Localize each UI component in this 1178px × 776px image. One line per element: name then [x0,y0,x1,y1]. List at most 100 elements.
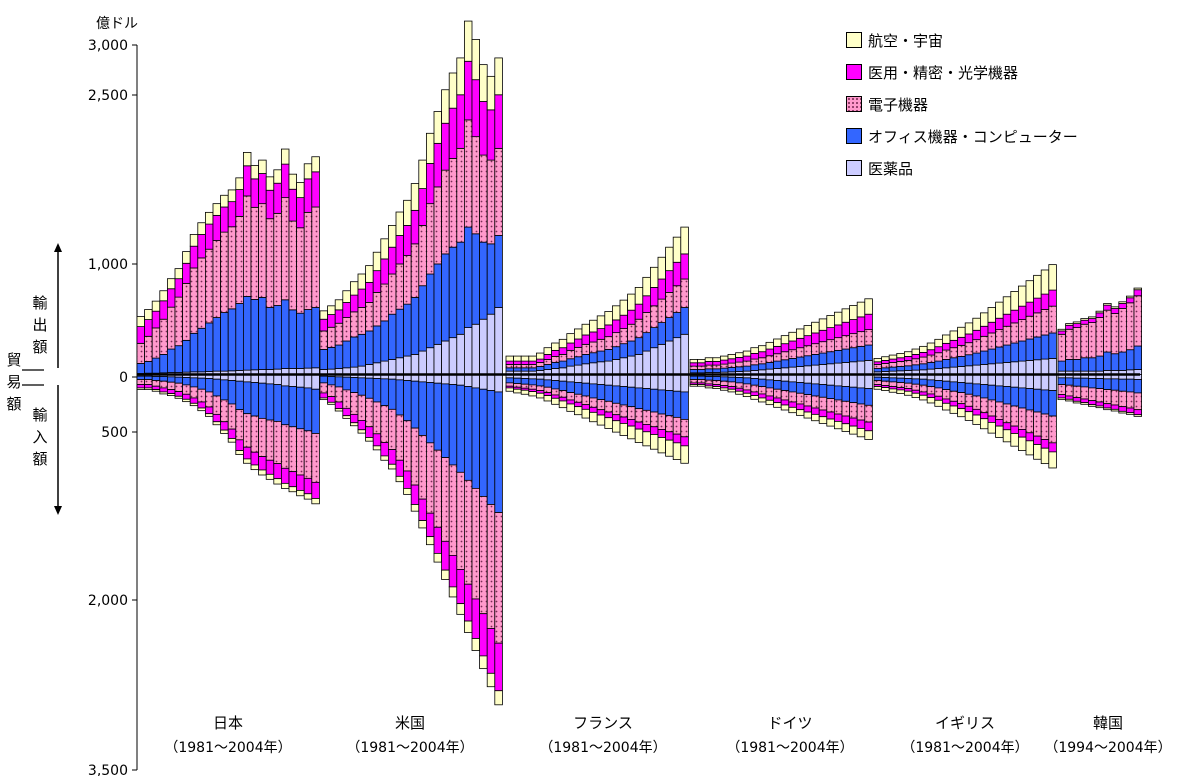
export-bar-segment [566,333,575,344]
export-bar-segment [349,336,359,368]
import-bar-segment [911,389,920,394]
export-bar-segment [204,322,214,372]
export-bar-segment [136,316,145,327]
export-bar-segment [957,326,966,338]
export-bar-segment [765,348,774,357]
import-bar-segment [934,395,943,401]
import-bar-segment [566,399,575,405]
import-bar-segment [735,377,744,384]
import-bar-segment [288,426,297,473]
import-bar-segment [372,378,382,403]
import-bar-segment [596,374,606,385]
unit-label: 億ドル [96,16,138,32]
export-bar-segment [357,365,366,375]
import-bar-segment [964,393,974,407]
export-bar-segment [1088,357,1097,372]
import-bar-segment [796,403,805,411]
export-bar-segment [1095,355,1104,372]
import-bar-segment [634,374,644,389]
export-bar-segment [136,363,145,374]
export-bar-segment [980,350,989,365]
export-bar-segment [505,364,514,369]
export-bar-segment [803,325,812,337]
export-bar-segment [949,339,958,349]
export-bar-segment [972,339,981,354]
export-bar-segment [494,147,503,236]
import-bar-segment [334,408,344,412]
export-bar-segment [349,294,359,313]
import-bar-segment [650,411,659,428]
import-bar-segment [494,374,503,393]
export-bar-segment [672,312,682,339]
export-bar-segment [957,336,966,346]
import-bar-segment [949,400,958,407]
export-bar-segment [773,360,782,369]
import-bar-segment [612,414,621,422]
export-bar-segment [704,368,714,373]
import-bar-segment [826,411,835,420]
export-bar-segment [665,246,674,272]
export-bar-segment [742,360,752,367]
import-bar-segment [934,387,943,397]
export-bar-segment [197,257,206,329]
import-bar-segment [425,512,435,538]
export-bar-segment [672,337,682,375]
export-bar-segment [220,231,229,313]
export-bar-segment [342,290,351,303]
import-bar-segment [558,400,568,409]
import-bar-segment [151,385,161,390]
export-bar-segment [311,156,320,173]
export-bar-segment [1095,312,1104,318]
export-bar-segment [543,347,552,355]
import-bar-segment [773,380,782,390]
import-bar-segment [265,374,275,385]
export-bar-segment [657,298,666,323]
import-bar-segment [220,399,229,423]
export-bar-segment [712,361,721,366]
import-bar-segment [220,429,229,434]
export-bar-segment [250,206,259,300]
import-bar-segment [520,389,530,395]
export-bar-segment [558,347,568,355]
export-bar-segment [634,303,644,320]
export-bar-segment [1072,321,1082,324]
export-bar-segment [919,351,928,358]
export-bar-segment [873,358,882,363]
export-bar-segment [204,248,214,324]
export-bar-segment [505,355,514,362]
export-bar-segment [433,343,442,375]
export-bar-segment [627,355,636,375]
import-bar-segment [1088,400,1097,406]
export-bar-segment [665,340,674,375]
export-bar-segment [926,354,936,363]
import-bar-segment [486,628,496,674]
import-bar-segment [612,420,621,433]
import-bar-segment [881,387,890,391]
import-bar-segment [896,389,905,394]
export-bar-segment [463,119,473,228]
import-bar-segment [972,414,981,425]
export-bar-segment [680,226,689,255]
import-bar-segment [456,471,465,570]
export-bar-segment [227,189,237,203]
export-bar-segment [995,362,1004,375]
export-bar-segment [834,362,843,375]
import-bar-segment [182,393,191,400]
import-bar-segment [634,408,644,423]
export-bar-segment [841,308,850,323]
export-bar-segment [911,348,920,355]
import-bar-segment [494,690,503,706]
export-bar-segment [433,142,442,188]
import-bar-segment [288,374,297,387]
export-bar-segment [212,240,221,318]
export-bar-segment [972,352,981,366]
export-bar-segment [773,353,782,362]
export-bar-segment [319,348,328,370]
import-bar-segment [811,374,820,385]
export-bar-segment [942,359,951,369]
import-bar-segment [758,386,767,395]
import-bar-segment [372,401,382,435]
legend-label: 医用・精密・光学機器 [868,63,1019,82]
export-bar-segment [486,75,496,111]
